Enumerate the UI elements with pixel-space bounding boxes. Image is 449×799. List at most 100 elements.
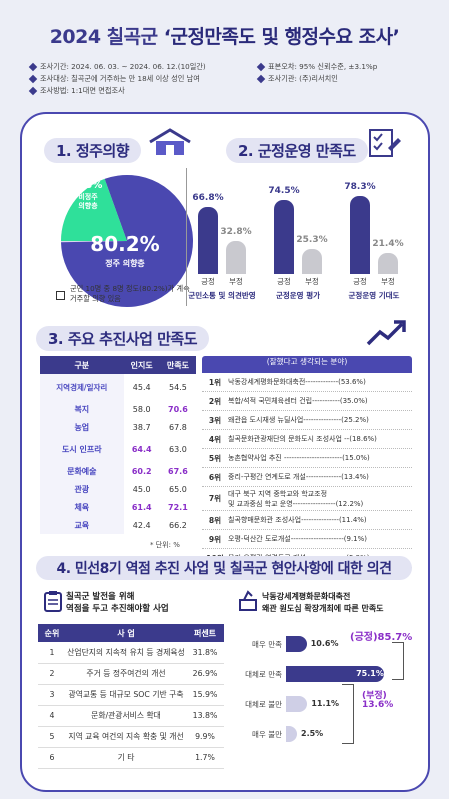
- bar-group-name: 군정운영 기대도: [348, 291, 400, 300]
- positive-total: (긍정)85.7%: [350, 632, 413, 643]
- pie-no-pct: 19.5%: [67, 180, 103, 191]
- left-subtitle: 칠곡군 발전을 위해 역점을 두고 추진해야할 사업: [66, 592, 169, 614]
- house-icon: [148, 128, 192, 160]
- rank-number: 8위: [208, 515, 222, 525]
- negative-total: 13.6%: [362, 700, 394, 710]
- table-row: 1 산업단지의 지속적 유치 등 경제육성 31.8%: [38, 642, 224, 664]
- bar-negative-label: 부정: [381, 277, 395, 286]
- bar-negative-value: 32.8%: [220, 227, 252, 238]
- meta-period: 조사기간: 2024. 06. 03. ~ 2024. 06. 12.(10일간…: [28, 62, 206, 72]
- bar-positive-label: 긍정: [353, 277, 367, 286]
- table-row: 체육 61.4 72.1: [40, 498, 196, 516]
- meta-agency: 조사기관: (주)리서치인: [256, 74, 338, 84]
- rank-number: 4위: [208, 434, 222, 444]
- rank-number: 7위: [208, 494, 222, 503]
- hbar: [286, 666, 385, 682]
- bar-negative: [302, 248, 322, 274]
- page-title: 2024 칠곡군 ‘군정만족도 및 행정수요 조사’: [0, 22, 449, 49]
- col-satisfaction: 만족도: [159, 356, 196, 374]
- rank-item: 7위 대구 북구 지역 중학교와 학교조정 및 교과중심 학교 운영-------…: [202, 487, 412, 511]
- bar-positive-value: 78.3%: [344, 181, 376, 192]
- table-row: 교육 42.4 66.2: [40, 516, 196, 534]
- bar-group-name: 군민소통 및 의견반영: [188, 291, 256, 300]
- table-row: 2 주거 등 정주여건의 개선 26.9%: [38, 663, 224, 685]
- priority-table: 순위 사 업 퍼센트 1 산업단지의 지속적 유치 등 경제육성 31.8% 2 주거 …: [38, 624, 224, 769]
- rank-number: 5위: [208, 453, 222, 463]
- table-row: 문화예술 60.2 67.6: [40, 462, 196, 480]
- rank-text: 칠곡향매문화관 조성사업---------------(11.4%): [228, 516, 367, 524]
- pie-yes-pct: 80.2%: [90, 232, 160, 256]
- hbar-label: 대체로 만족: [245, 670, 282, 679]
- pie-slice-no: [61, 178, 127, 241]
- table-row: 5 지역 교육 여건의 지속 확충 및 개선 9.9%: [38, 726, 224, 748]
- rank-item: 2위 복합/석적 국민체육센터 건립-----------(35.0%): [202, 392, 412, 411]
- table-row: 관광 45.0 65.0: [40, 480, 196, 498]
- rank-header: (잘했다고 생각되는 분야): [202, 356, 412, 373]
- hbar-value: 75.1%: [356, 669, 384, 678]
- bar-negative: [226, 241, 246, 274]
- rank-text: 중리-구평간 연계도로 개설--------------(13.4%): [228, 473, 369, 481]
- hbar-label: 대체로 불만: [245, 700, 282, 709]
- section-3-header: 3. 주요 추진사업 만족도: [36, 326, 210, 351]
- hbar: [286, 696, 308, 712]
- meta-target: 조사대상: 칠곡군에 거주하는 만 18세 이상 성인 남여: [28, 74, 200, 84]
- rank-number: 9위: [208, 534, 222, 544]
- table-row: 지역경제/일자리 45.4 54.5: [40, 374, 196, 400]
- bar-axis: [186, 168, 187, 306]
- rank-text: 낙동강세계평화문화대축전-------------(53.6%): [228, 378, 366, 386]
- meta-error: 표본오차: 95% 신뢰수준, ±3.1%p: [256, 62, 377, 72]
- festival-bar-chart: 매우 만족 10.6% 대체로 만족 75.1% 대체로 불만 11.1% 매우 불만 2.5…: [232, 630, 422, 760]
- rank-text: 복합/석적 국민체육센터 건립-----------(35.0%): [228, 397, 368, 405]
- pie-slice-yes: [61, 175, 194, 307]
- bar-negative-label: 부정: [229, 277, 243, 286]
- rank-text: 칠곡문화관광재단의 문화도시 조성사업 --(18.6%): [228, 435, 377, 443]
- hbar: [286, 726, 297, 742]
- rank-number: 6위: [208, 472, 222, 482]
- title-year: 2024 칠곡군: [49, 26, 158, 48]
- clipboard-icon: [44, 590, 62, 616]
- rank-item: 9위 오평-덕산간 도로개설---------------------(9.1%): [202, 530, 412, 549]
- bar-group-name: 군정운영 평가: [275, 291, 320, 300]
- pie-note: 군민 10명 중 8명 정도(80.2%)가 계속 거주할 의향 있음: [70, 284, 190, 303]
- rank-text: 농촌협약사업 추진 -----------------------(15.0%): [228, 454, 370, 462]
- table-row: 농업 38.7 67.8: [40, 418, 196, 436]
- hbar-value: 10.6%: [310, 639, 339, 648]
- bar-negative-value: 25.3%: [296, 234, 328, 245]
- rank-item: 8위 칠곡향매문화관 조성사업---------------(11.4%): [202, 511, 412, 530]
- table-row: 3 광역교통 등 대규모 SOC 기반 구축 15.9%: [38, 684, 224, 706]
- bar-negative-value: 21.4%: [372, 238, 404, 249]
- meta-method: 조사방법: 1:1대면 면접조사: [28, 86, 125, 96]
- rank-item: 6위 중리-구평간 연계도로 개설--------------(13.4%): [202, 468, 412, 487]
- rank-number: 2위: [208, 396, 222, 406]
- rank-list: (잘했다고 생각되는 분야) 1위 낙동강세계평화문화대축전-----------…: [202, 356, 412, 568]
- hbar-value: 2.5%: [301, 729, 324, 738]
- bar-negative-label: 부정: [305, 277, 319, 286]
- checklist-icon: [368, 128, 402, 162]
- rank-number: 3위: [208, 415, 222, 425]
- unit-note: * 단위: %: [150, 541, 180, 549]
- bar-positive: [350, 195, 370, 274]
- table-row: 4 문화/관광서비스 확대 13.8%: [38, 705, 224, 727]
- rank-number: 1위: [208, 377, 222, 387]
- table-row: 도시 인프라 64.4 63.0: [40, 436, 196, 462]
- bar-positive: [198, 207, 218, 274]
- section-1-header: 1. 정주의향: [44, 138, 142, 163]
- positive-bracket: [392, 642, 404, 680]
- rank-item: 3위 왜관읍 도시재생 뉴딜사업---------------(25.2%): [202, 411, 412, 430]
- bar-positive-label: 긍정: [201, 277, 215, 286]
- bar-positive-label: 긍정: [277, 277, 291, 286]
- bar-positive-value: 74.5%: [268, 185, 300, 196]
- bar-positive: [274, 199, 294, 274]
- rank-item: 4위 칠곡문화관광재단의 문화도시 조성사업 --(18.6%): [202, 430, 412, 449]
- title-main: ‘군정만족도 및 행정수요 조사’: [163, 26, 400, 48]
- pie-no-label: 비정주 의향층: [78, 193, 98, 210]
- hbar-value: 11.1%: [311, 699, 340, 708]
- col-awareness: 인지도: [123, 356, 160, 374]
- rank-text: 대구 북구 지역 중학교와 학교조정 및 교과중심 학교 운영---------…: [228, 489, 364, 508]
- right-subtitle: 낙동강세계평화문화대축전 왜관 원도심 확장개최에 따른 만족도: [262, 592, 384, 613]
- rank-text: 오평-덕산간 도로개설---------------------(9.1%): [228, 535, 367, 543]
- hbar-label: 매우 불만: [252, 730, 282, 739]
- bar-positive-value: 66.8%: [192, 193, 224, 204]
- rank-item: 1위 낙동강세계평화문화대축전-------------(53.6%): [202, 373, 412, 392]
- negative-word: (부정): [362, 691, 387, 701]
